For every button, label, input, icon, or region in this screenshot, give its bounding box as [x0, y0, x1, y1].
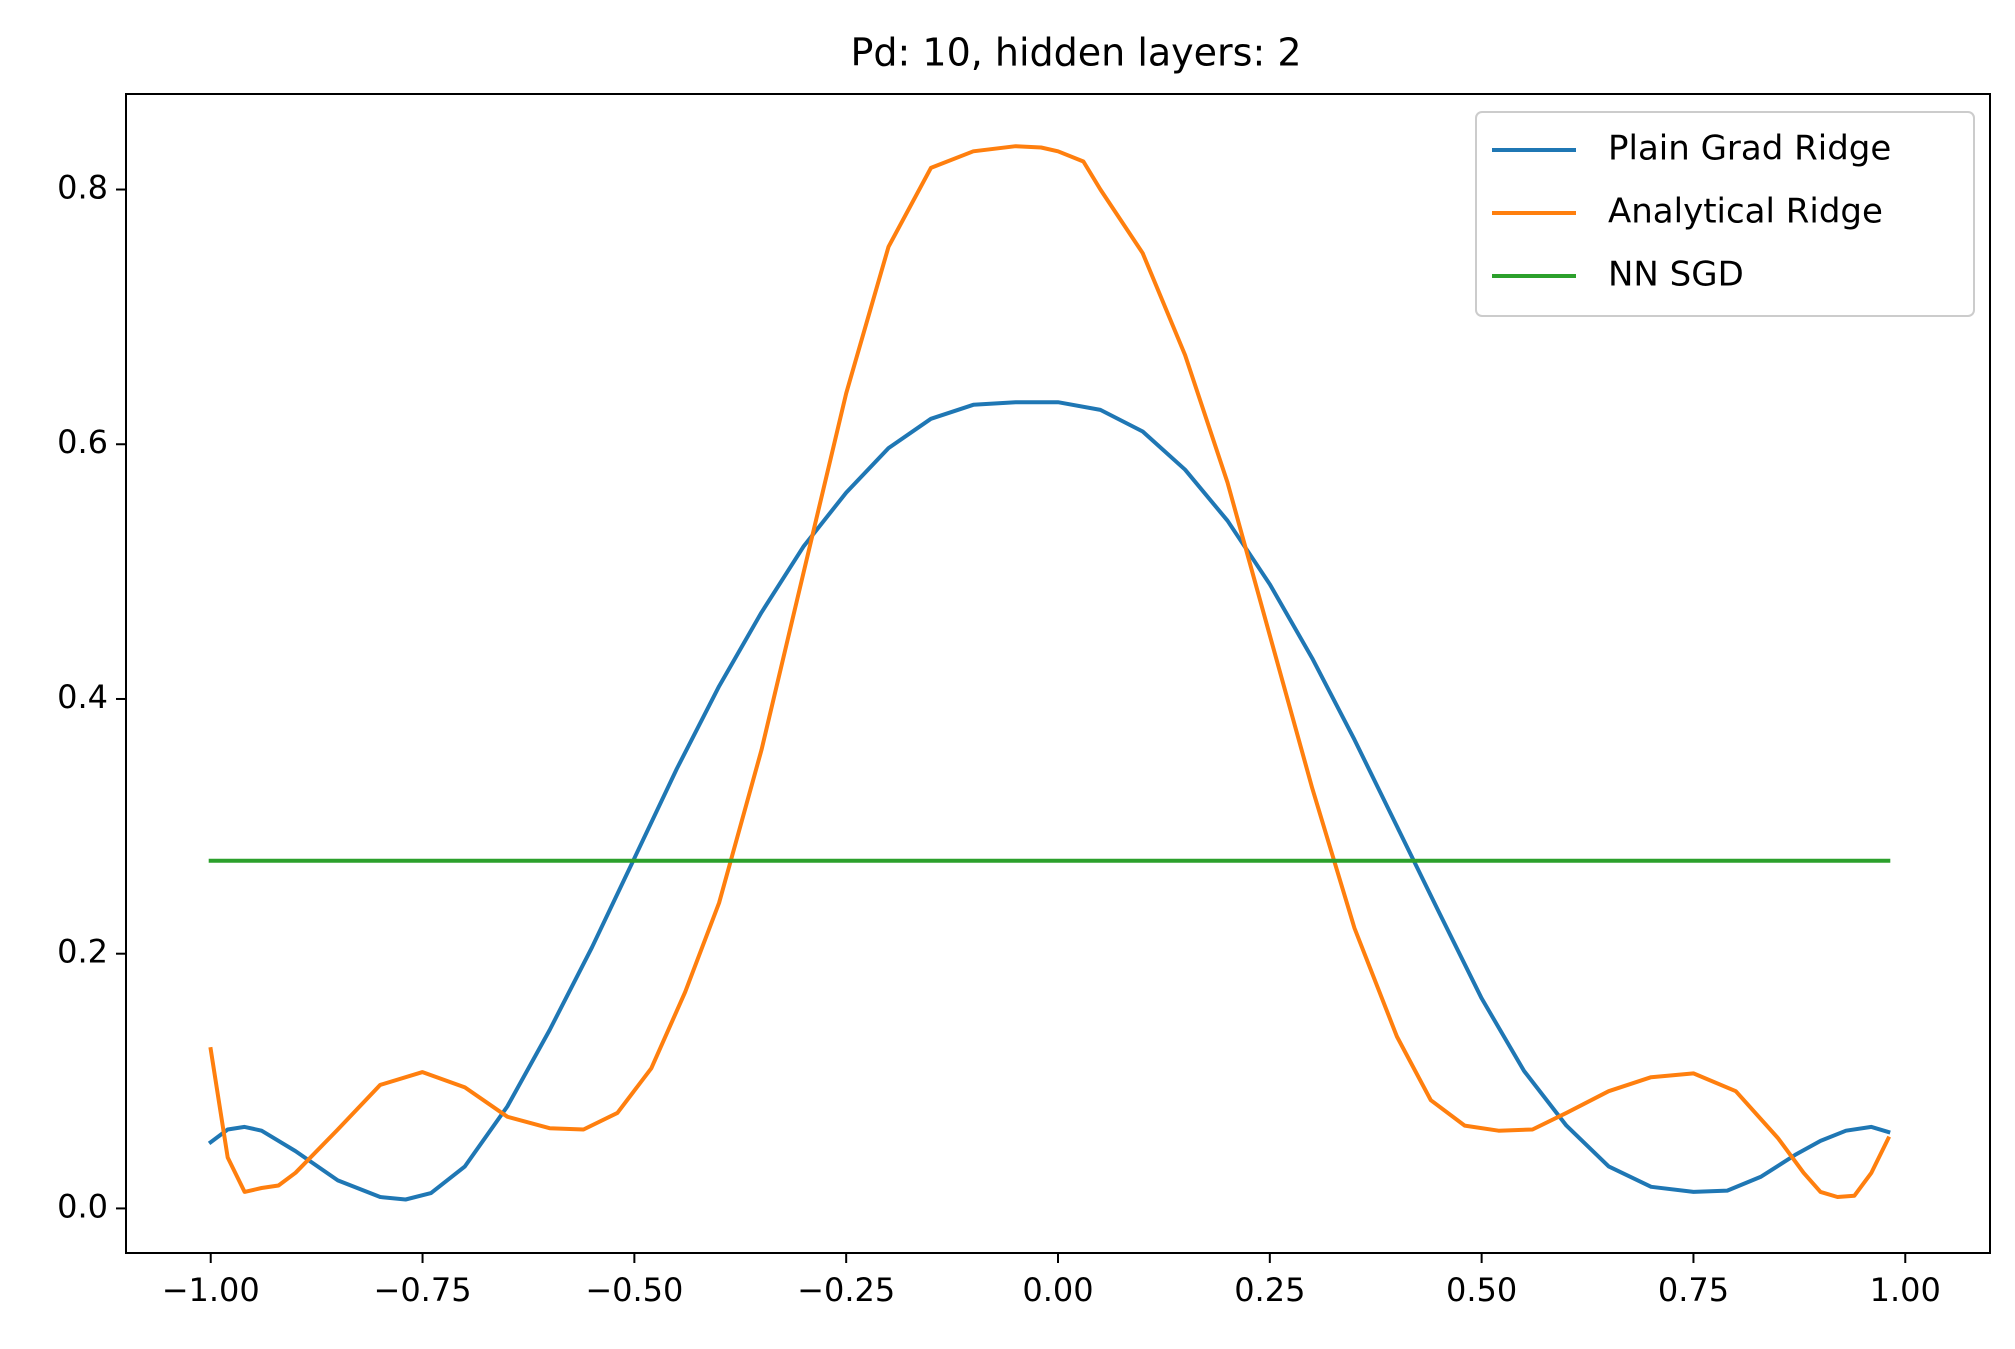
legend-label: NN SGD [1608, 255, 1744, 295]
y-tick-label: 0.2 [57, 933, 108, 971]
x-tick-label: 0.25 [1234, 1271, 1305, 1309]
legend-label: Analytical Ridge [1608, 192, 1883, 232]
x-tick-label: −0.25 [797, 1271, 895, 1309]
series-line-analytical-ridge [208, 144, 1891, 1199]
y-tick-label: 0.6 [57, 423, 108, 461]
legend-box [1475, 111, 1975, 317]
x-tick-label: 0.75 [1658, 1271, 1729, 1309]
plot-area [207, 144, 1891, 1202]
y-tick-label: 0.8 [57, 169, 108, 207]
y-tick-label: 0.4 [57, 678, 108, 716]
x-tick-label: 0.50 [1446, 1271, 1517, 1309]
series-line-plain-grad-ridge [207, 400, 1891, 1202]
x-tick-label: −0.50 [585, 1271, 683, 1309]
chart-title: Pd: 10, hidden layers: 2 [850, 31, 1301, 75]
x-tick-label: 1.00 [1870, 1271, 1941, 1309]
x-tick-label: −0.75 [374, 1271, 472, 1309]
y-tick-label: 0.0 [57, 1187, 108, 1225]
legend: Plain Grad Ridge Analytical Ridge NN SGD [1475, 111, 1975, 317]
x-tick-label: 0.00 [1022, 1271, 1093, 1309]
legend-label: Plain Grad Ridge [1608, 129, 1891, 169]
x-tick-label: −1.00 [162, 1271, 260, 1309]
